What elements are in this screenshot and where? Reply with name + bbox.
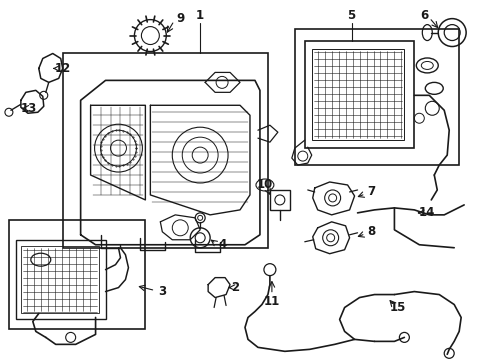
Text: 9: 9 — [176, 12, 184, 25]
Bar — [62, 54, 267, 248]
Text: 6: 6 — [419, 9, 427, 22]
Text: 11: 11 — [263, 295, 280, 308]
Bar — [311, 49, 404, 140]
Bar — [21, 246, 99, 314]
Text: 3: 3 — [158, 285, 166, 298]
Text: 4: 4 — [218, 238, 226, 251]
Text: 14: 14 — [418, 206, 435, 219]
Text: 10: 10 — [256, 179, 272, 192]
Text: 13: 13 — [20, 102, 37, 115]
Text: 5: 5 — [347, 9, 355, 22]
Bar — [16, 240, 105, 319]
Text: 1: 1 — [196, 9, 204, 22]
Bar — [269, 190, 289, 210]
Text: 8: 8 — [366, 225, 375, 238]
Bar — [294, 28, 458, 165]
Text: 15: 15 — [388, 301, 405, 314]
Text: 7: 7 — [366, 185, 375, 198]
Text: 2: 2 — [230, 281, 239, 294]
Text: 12: 12 — [55, 62, 71, 75]
Bar — [9, 220, 145, 329]
Bar — [304, 41, 413, 148]
